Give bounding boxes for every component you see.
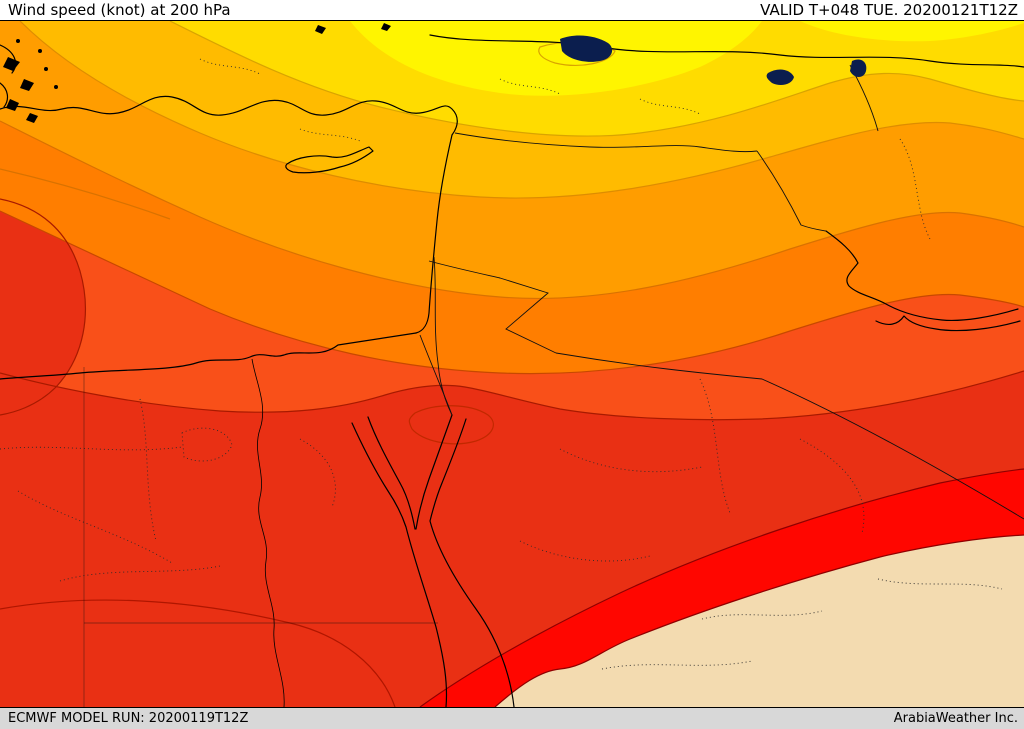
graticule-line [139, 398, 157, 542]
border-iraq-iran [756, 150, 827, 232]
border-turkey-syria-iraq [454, 132, 758, 153]
graticule-line [799, 438, 865, 534]
contour-orange [0, 120, 1024, 300]
border-egypt-israel [419, 334, 453, 416]
lake-urmia [850, 59, 867, 77]
graticule-line [199, 58, 261, 75]
contour-red-tongue [0, 198, 86, 416]
graticule-lines [0, 58, 1003, 670]
coastline-black-sea [429, 34, 1024, 68]
coastline-red-sea-african [351, 422, 448, 707]
header-bar: Wind speed (knot) at 200 hPa VALID T+048… [0, 0, 1024, 21]
aegean-island [3, 57, 20, 71]
aegean-islet [16, 39, 20, 43]
model-run-label: ECMWF MODEL RUN: 20200119T12Z [8, 711, 249, 726]
coastline-red-sea-arabian [429, 418, 515, 707]
coastline-levant [415, 134, 453, 334]
aegean-islet [54, 85, 58, 89]
marmara-island [315, 25, 326, 34]
contour-dark-orange [0, 210, 1024, 375]
map-title: Wind speed (knot) at 200 hPa [8, 1, 231, 19]
country-borders [83, 64, 1024, 707]
footer-bar: ECMWF MODEL RUN: 20200119T12Z ArabiaWeat… [0, 707, 1024, 729]
map-area [0, 21, 1024, 707]
coastline-persian-gulf-south [875, 315, 1021, 332]
band-red-left-tongue [0, 199, 86, 415]
coastline-aegean-1 [0, 44, 17, 74]
nile-river [251, 358, 285, 707]
lake-van [766, 69, 794, 85]
lake-tuz [560, 35, 613, 62]
aegean-island [26, 113, 38, 123]
coastline-persian-gulf-north [825, 230, 1019, 322]
contour-inner-southwest [0, 599, 396, 707]
aegean-islet [44, 67, 48, 71]
coastline-turkey-south [0, 95, 458, 136]
coastline-cyprus [285, 146, 374, 174]
coastline-egypt-north [0, 332, 417, 380]
contour-cream [494, 534, 1024, 707]
coastlines [0, 34, 1024, 707]
valid-time-label: VALID T+048 TUE. 20200121T12Z [760, 1, 1018, 19]
graticule-line [0, 446, 183, 451]
contour-red [0, 370, 1024, 421]
rivers [251, 358, 285, 707]
band-yellow-patch [350, 21, 762, 96]
contour-inner-loop [408, 405, 494, 445]
band-cream-region [495, 535, 1024, 707]
coastline-aegean-2 [0, 82, 9, 108]
wind-speed-bands [0, 21, 1024, 707]
border-jordan-saudi-zigzag [428, 260, 557, 354]
border-jordan-valley [433, 256, 453, 416]
aegean-islet [38, 49, 42, 53]
graticule-line [299, 128, 361, 142]
graticule-line [181, 427, 233, 462]
credit-label: ArabiaWeather Inc. [893, 711, 1018, 726]
wind-speed-map [0, 21, 1024, 707]
aegean-island [6, 99, 19, 111]
graticule-line [701, 610, 823, 620]
coastline-sinai-west [367, 416, 416, 530]
contour-amber [19, 21, 1024, 199]
border-saudi-iraq [555, 352, 1024, 520]
contour-gold [169, 21, 1024, 137]
contour-lines [0, 21, 1024, 707]
aegean-island [20, 79, 34, 91]
graticule-line [559, 448, 703, 473]
contour-bright-red [419, 468, 1024, 707]
graticule-line [499, 78, 561, 95]
marmara-island [381, 23, 391, 31]
graticule-line [639, 98, 701, 115]
coastline-sinai-east [415, 414, 453, 530]
graticule-line [59, 565, 221, 582]
lakes-and-islands [3, 23, 867, 123]
band-yellow-strip-topright [800, 21, 1024, 42]
contour-inner-orange [0, 168, 171, 220]
graticule-line [299, 438, 336, 508]
